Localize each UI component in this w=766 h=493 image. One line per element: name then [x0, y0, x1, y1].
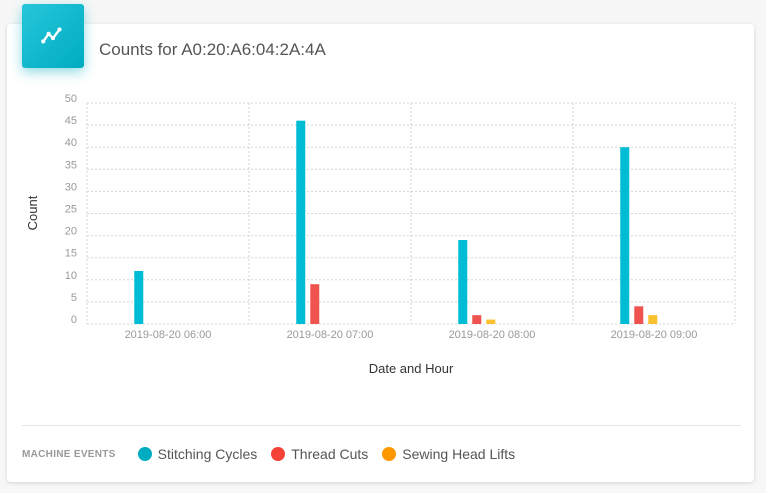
y-tick-label: 50 — [65, 93, 77, 105]
y-tick-label: 15 — [65, 248, 77, 260]
legend-title: MACHINE EVENTS — [22, 448, 116, 460]
y-tick-label: 5 — [71, 292, 77, 304]
card-title: Counts for A0:20:A6:04:2A:4A — [99, 40, 326, 59]
x-tick-label: 2019-08-20 07:00 — [287, 329, 374, 341]
line-chart-icon — [41, 27, 62, 44]
y-axis-label: Count — [25, 195, 40, 230]
legend-label-stitching-cycles: Stitching Cycles — [157, 446, 258, 462]
bar-sewing-head-lifts — [486, 319, 496, 324]
y-tick-label: 20 — [65, 226, 77, 238]
y-tick-label: 45 — [65, 115, 77, 127]
legend-label-sewing-head-lifts: Sewing Head Lifts — [402, 446, 516, 462]
legend-dot-thread-cuts — [271, 447, 286, 461]
bar-stitching-cycles — [620, 147, 630, 324]
chart-card — [7, 24, 754, 482]
y-tick-label: 10 — [65, 270, 77, 282]
legend-item-stitching-cycles[interactable]: Stitching Cycles — [137, 446, 258, 462]
legend-dot-stitching-cycles — [137, 447, 152, 461]
bar-sewing-head-lifts — [648, 315, 658, 324]
legend: MACHINE EVENTS Stitching Cycles Thread C… — [22, 444, 529, 464]
bar-chart: 0 5 10 15 20 25 30 35 40 45 50 2019-08-20 06:00 2019… — [25, 93, 736, 376]
x-axis-label: Date and Hour — [369, 361, 454, 376]
card-header-icon-box — [22, 4, 84, 68]
x-tick-label: 2019-08-20 06:00 — [125, 329, 212, 341]
y-tick-label: 35 — [65, 159, 77, 171]
legend-dot-sewing-head-lifts — [382, 447, 397, 461]
y-tick-label: 30 — [65, 181, 77, 193]
bar-thread-cuts — [310, 284, 320, 324]
legend-label-thread-cuts: Thread Cuts — [291, 446, 369, 462]
legend-item-sewing-head-lifts[interactable]: Sewing Head Lifts — [382, 446, 515, 462]
footer-divider — [22, 425, 741, 426]
bar-stitching-cycles — [296, 120, 306, 325]
bar-thread-cuts — [634, 306, 644, 324]
y-tick-label: 0 — [71, 314, 77, 326]
bar-thread-cuts — [472, 315, 482, 324]
bar-stitching-cycles — [458, 240, 468, 324]
bar-stitching-cycles — [134, 270, 144, 324]
y-tick-label: 40 — [65, 137, 77, 149]
x-tick-label: 2019-08-20 08:00 — [449, 329, 536, 341]
legend-item-thread-cuts[interactable]: Thread Cuts — [271, 446, 368, 462]
y-tick-label: 25 — [65, 204, 77, 216]
x-tick-label: 2019-08-20 09:00 — [611, 329, 698, 341]
